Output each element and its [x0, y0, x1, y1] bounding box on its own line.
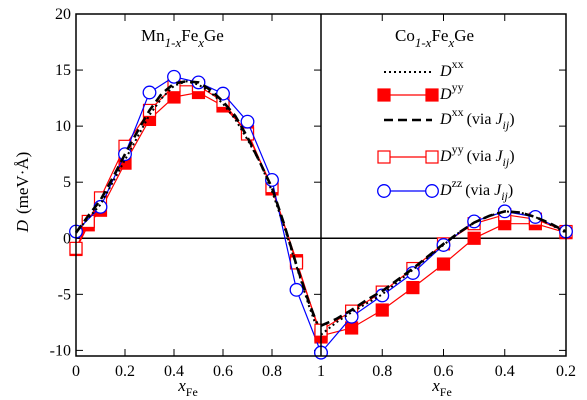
- x-tick-label: 0.4: [164, 363, 184, 380]
- data-point: [377, 150, 391, 164]
- data-point: [142, 85, 157, 100]
- x-tick-label: 0.2: [115, 363, 135, 380]
- y-tick-label: 0: [63, 230, 71, 247]
- data-point: [425, 184, 439, 198]
- data-point: [467, 231, 481, 245]
- y-tick-label: 10: [55, 118, 71, 135]
- y-axis-title: D(meV·Å): [13, 152, 32, 234]
- data-point: [167, 69, 181, 84]
- x-tick-label: 0.6: [213, 363, 233, 380]
- series-line-dyy: [75, 91, 322, 338]
- legend-label: Dzz (via Jij): [439, 176, 513, 203]
- series-line-dxx: [75, 80, 322, 340]
- x-tick-label: 0.6: [434, 363, 454, 380]
- series-layer: [69, 69, 573, 360]
- legend-label: Dxx: [439, 57, 464, 80]
- y-tick-label: -10: [50, 342, 71, 359]
- data-point: [528, 210, 543, 224]
- panel-title-left: Mn1-xFexGe: [141, 26, 224, 50]
- x-tick-label: 0: [72, 363, 80, 380]
- y-tick-label: -5: [58, 286, 71, 303]
- legend-item-dyy: Dyy: [377, 80, 464, 103]
- x-tick-label: 1: [317, 363, 325, 380]
- data-point: [377, 88, 391, 102]
- legend-item-dxx: Dxx: [384, 57, 464, 80]
- legend-item-dxx_j: Dxx (via Jij): [384, 105, 515, 132]
- data-point: [436, 257, 451, 271]
- title-layer: Mn1-xFexGe Co1-xFexGe: [141, 26, 474, 50]
- panel-title-right: Co1-xFexGe: [395, 26, 474, 50]
- x-tick-label: 0.4: [495, 363, 515, 380]
- data-point: [167, 90, 181, 104]
- series-line-dxx_j: [320, 210, 567, 327]
- y-tick-label: 5: [63, 174, 71, 191]
- data-point: [289, 282, 304, 297]
- x-tick-label: 0.8: [262, 363, 282, 380]
- frame-layer: [75, 13, 567, 357]
- legend-label: Dyy (via Jij): [439, 142, 515, 169]
- x-axis-title-right: xFe: [431, 376, 452, 399]
- legend-item-dyy_j: Dyy (via Jij): [377, 142, 515, 169]
- series-line-dzz_j: [75, 76, 322, 353]
- x-tick-label: 0.8: [372, 363, 392, 380]
- data-point: [406, 281, 420, 295]
- x-tick-label: 0.2: [556, 363, 576, 380]
- legend-label: Dyy: [439, 80, 464, 103]
- data-point: [425, 150, 439, 164]
- axis-title-layer: D(meV·Å) xFe xFe: [13, 152, 452, 399]
- y-tick-label: 15: [55, 62, 71, 79]
- data-point: [375, 303, 389, 317]
- legend-label: Dxx (via Jij): [439, 105, 515, 132]
- x-axis-title-left: xFe: [177, 376, 198, 399]
- legend-item-dzz_j: Dzz (via Jij): [377, 176, 513, 203]
- series-line-dxx_j: [74, 79, 323, 335]
- data-point: [377, 184, 391, 198]
- data-point: [345, 321, 359, 335]
- series-line-dyy_j: [75, 85, 322, 335]
- y-tick-label: 20: [55, 6, 71, 23]
- data-point: [425, 88, 439, 102]
- data-point: [240, 114, 255, 129]
- data-point: [216, 86, 230, 101]
